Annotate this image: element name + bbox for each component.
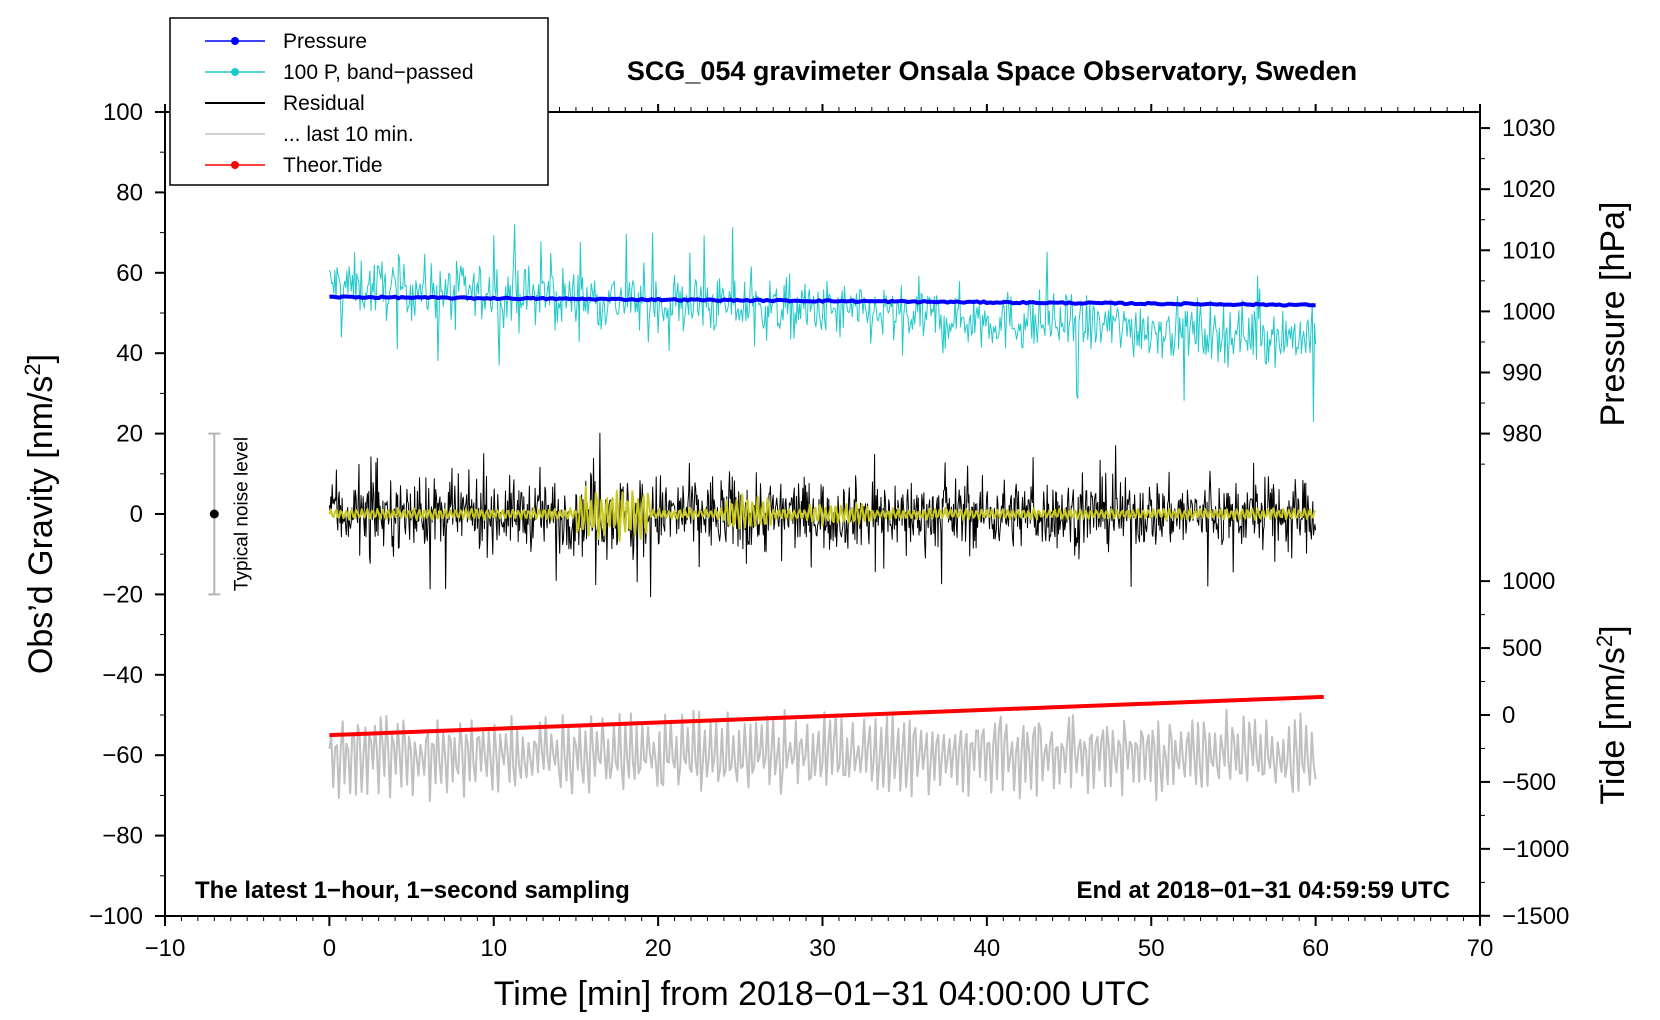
legend-box [169, 17, 549, 186]
y-axis-left-title: Obs’d Gravity [nm/s2] [20, 354, 60, 674]
y-axis-left-title-text: Obs’d Gravity [nm/s [22, 376, 60, 675]
legend-item: Pressure [205, 30, 367, 53]
y-tick-label: 20 [116, 421, 143, 448]
y-tick-label: 80 [116, 179, 143, 206]
y-axis-left: −100 −80 −60 −40 −20 0 20 40 60 80 100 [89, 99, 165, 930]
x-tick-label: 70 [1467, 935, 1494, 962]
tide-tick-label: 500 [1502, 635, 1542, 662]
x-tick-label: 60 [1302, 935, 1329, 962]
series-residual [328, 432, 1317, 598]
tide-tick-label: −1500 [1502, 903, 1569, 930]
pressure-tick-label: 1010 [1502, 237, 1555, 264]
pressure-tick-label: 980 [1502, 421, 1542, 448]
legend-label: Pressure [283, 30, 367, 53]
series-bandpassed-pressure [328, 224, 1317, 423]
y-axis-pressure-title: Pressure [hPa] [1594, 202, 1632, 427]
legend-swatch-marker [231, 161, 239, 169]
noise-bar-label: Typical noise level [231, 437, 252, 591]
legend-item: ... last 10 min. [205, 123, 414, 146]
legend-label: ... last 10 min. [283, 123, 414, 146]
noise-level-indicator: Typical noise level [208, 432, 252, 596]
series-theor-tide [329, 694, 1324, 738]
x-axis: −10 0 10 20 30 40 50 60 70 [145, 104, 1494, 962]
pressure-tick-label: 1030 [1502, 115, 1555, 142]
tide-tick-label: 1000 [1502, 568, 1555, 595]
y-axis-tide-title: Tide [nm/s2] [1592, 625, 1632, 804]
y-tick-label: −20 [102, 581, 143, 608]
footer-left-text: The latest 1−hour, 1−second sampling [195, 877, 630, 904]
y-tick-label: −100 [89, 903, 143, 930]
series-pressure [329, 294, 1316, 308]
legend-label: Theor.Tide [283, 154, 383, 177]
x-tick-label: 40 [974, 935, 1001, 962]
series-residual-smoothed [328, 485, 1317, 542]
x-tick-label: −10 [145, 935, 186, 962]
y-axis-tide-title-close: ] [1594, 625, 1632, 634]
noise-bar-dot [209, 509, 219, 519]
y-tick-label: 60 [116, 260, 143, 287]
x-tick-label: 50 [1138, 935, 1165, 962]
x-tick-label: 20 [645, 935, 672, 962]
legend-swatch-marker [231, 37, 239, 45]
chart-title: SCG_054 gravimeter Onsala Space Observat… [627, 56, 1357, 86]
y-axis-left-title-close: ] [22, 354, 60, 363]
legend-label: 100 P, band−passed [283, 61, 474, 84]
y-axis-tide-title-sup: 2 [1592, 635, 1617, 647]
y-axis-pressure: 980 990 1000 1010 1020 1030 [1480, 115, 1555, 465]
legend-swatch-marker [231, 68, 239, 76]
y-axis-tide: −1500 −1000 −500 0 500 1000 [1480, 568, 1569, 930]
pressure-tick-label: 1020 [1502, 176, 1555, 203]
y-axis-tide-title-text: Tide [nm/s [1594, 647, 1632, 804]
series-layer [328, 224, 1324, 802]
legend-items: Pressure 100 P, band−passed Residual ... la… [205, 30, 474, 177]
legend-item: Theor.Tide [205, 154, 383, 177]
pressure-tick-label: 1000 [1502, 298, 1555, 325]
legend-item: Residual [205, 92, 365, 115]
pressure-tick-label: 990 [1502, 359, 1542, 386]
y-tick-label: 40 [116, 340, 143, 367]
y-tick-label: −80 [102, 823, 143, 850]
legend-item: 100 P, band−passed [205, 61, 474, 84]
x-axis-title: Time [min] from 2018−01−31 04:00:00 UTC [494, 975, 1150, 1013]
legend: Pressure 100 P, band−passed Residual ... la… [169, 17, 549, 186]
x-tick-label: 0 [323, 935, 336, 962]
x-tick-label: 10 [480, 935, 507, 962]
legend-label: Residual [283, 92, 365, 115]
x-tick-label: 30 [809, 935, 836, 962]
y-tick-label: −60 [102, 742, 143, 769]
tide-tick-label: 0 [1502, 702, 1515, 729]
series-last-10-min [328, 708, 1317, 802]
tide-tick-label: −500 [1502, 769, 1556, 796]
y-axis-left-title-sup: 2 [20, 363, 45, 375]
y-tick-label: 0 [130, 501, 143, 528]
y-tick-label: −40 [102, 662, 143, 689]
tide-tick-label: −1000 [1502, 836, 1569, 863]
footer-right-text: End at 2018−01−31 04:59:59 UTC [1076, 877, 1450, 904]
y-tick-label: 100 [103, 99, 143, 126]
